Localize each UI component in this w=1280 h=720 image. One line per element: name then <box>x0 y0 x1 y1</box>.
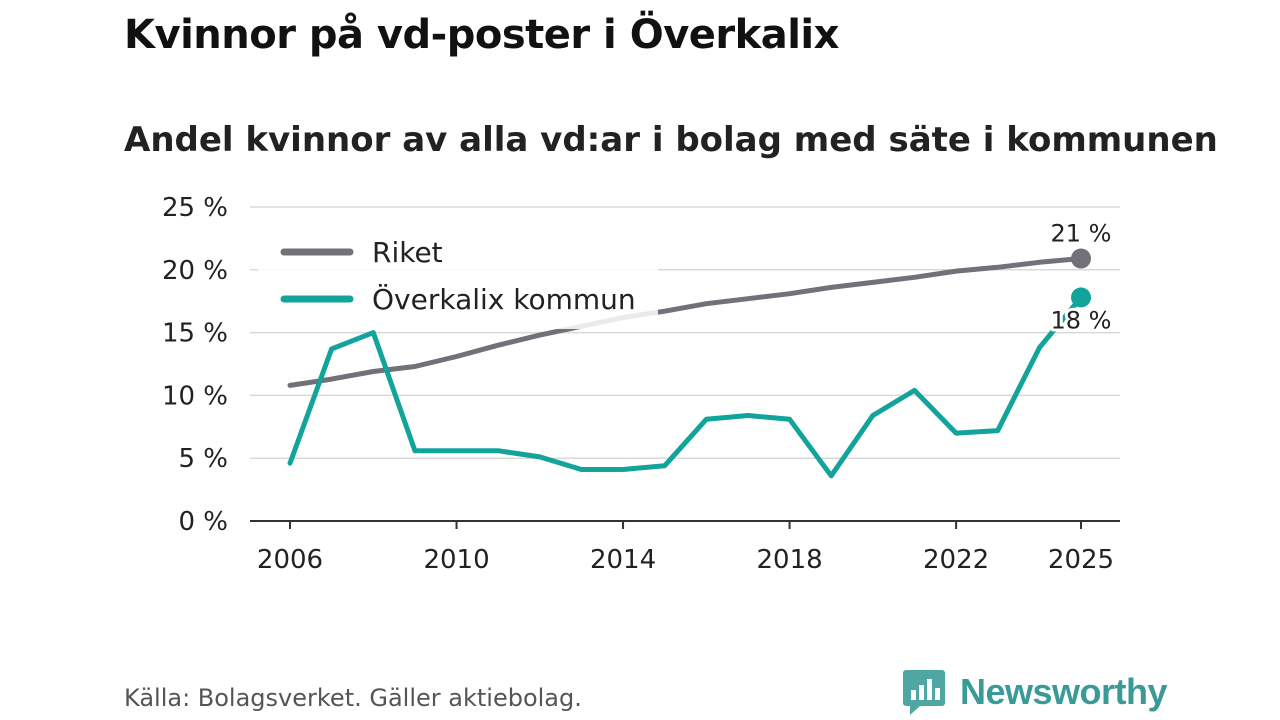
series-line-1 <box>287 294 1084 479</box>
chart-subtitle: Andel kvinnor av alla vd:ar i bolag med … <box>124 120 1218 160</box>
x-tick-label: 2018 <box>756 545 822 575</box>
series-line-0 <box>287 256 1084 388</box>
end-point <box>1071 287 1091 308</box>
end-point <box>1071 248 1091 269</box>
legend-label: Överkalix kommun <box>372 282 636 316</box>
line-chart: 0 %5 %10 %15 %20 %25 % 2006 2010 2014 2018 2… <box>162 193 1120 575</box>
y-tick-label: 25 % <box>162 193 228 223</box>
x-tick-label: 2014 <box>590 545 656 575</box>
end-label: 18 % <box>1051 306 1112 334</box>
brand-name: Newsworthy <box>960 671 1168 712</box>
x-tick-label: 2025 <box>1048 545 1114 575</box>
end-labels: 21 % 18 % <box>1048 216 1115 337</box>
source-note: Källa: Bolagsverket. Gäller aktiebolag. <box>124 684 582 712</box>
y-axis: 0 % 5 % 10 % 15 % 20 % 25 % <box>162 193 228 537</box>
x-tick-label: 2010 <box>423 545 489 575</box>
x-tick-label: 2006 <box>257 545 323 575</box>
legend-background <box>258 225 658 329</box>
y-tick-label: 10 % <box>162 381 228 411</box>
chart-title: Kvinnor på vd-poster i Överkalix <box>124 12 839 58</box>
x-tick-label: 2022 <box>923 545 989 575</box>
brand-logo: Newsworthy <box>902 668 1168 716</box>
newsworthy-logo-icon <box>903 670 945 715</box>
y-tick-label: 5 % <box>178 444 228 474</box>
y-tick-label: 15 % <box>162 319 228 349</box>
legend-label: Riket <box>372 236 443 269</box>
end-label: 21 % <box>1051 219 1112 247</box>
y-tick-label: 20 % <box>162 256 228 286</box>
y-tick-label: 0 % <box>178 507 228 537</box>
legend: Riket Överkalix kommun <box>258 225 658 329</box>
series-lines <box>287 256 1084 479</box>
x-axis: 2006 2010 2014 2018 2022 2025 <box>250 520 1120 575</box>
